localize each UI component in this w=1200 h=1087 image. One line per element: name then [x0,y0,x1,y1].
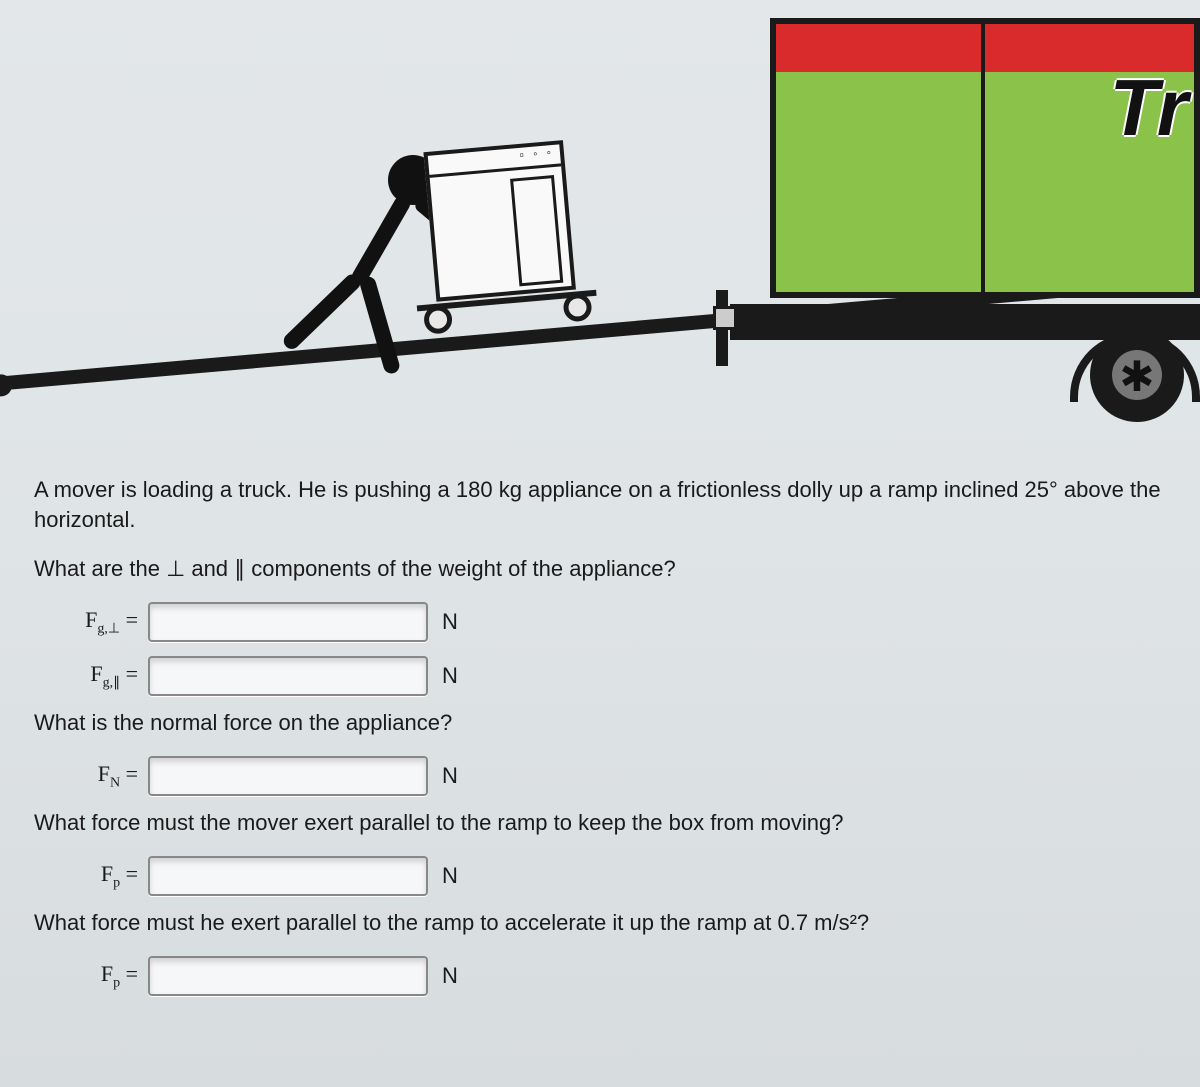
truck-body: Tr [770,18,1200,298]
truck-door-left [776,24,985,292]
mover-leg-back [281,271,364,352]
input-fp2[interactable] [148,956,428,996]
input-fn[interactable] [148,756,428,796]
input-fg-perp[interactable] [148,602,428,642]
input-fp1[interactable] [148,856,428,896]
question-2: What is the normal force on the applianc… [34,710,1166,736]
label-fp2: Fp = [80,961,138,991]
unit-fg-par: N [442,663,458,689]
truck-lift [716,290,728,366]
illustration: Tr ▫ ◦ ◦ [0,0,1200,460]
appliance-control-panel: ▫ ◦ ◦ [428,144,561,177]
field-fg-par: Fg,∥ = N [80,656,1166,696]
dolly-wheel-left [423,304,453,334]
input-fg-par[interactable] [148,656,428,696]
mover-leg-front [358,275,401,376]
field-fn: FN = N [80,756,1166,796]
label-fg-par: Fg,∥ = [80,661,138,691]
field-fp1: Fp = N [80,856,1166,896]
unit-fn: N [442,763,458,789]
unit-fp2: N [442,963,458,989]
label-fp1: Fp = [80,861,138,891]
appliance: ▫ ◦ ◦ [423,140,576,302]
question-1: What are the ⊥ and ∥ components of the w… [34,556,1166,582]
field-fp2: Fp = N [80,956,1166,996]
label-fn: FN = [80,761,138,791]
mover-torso [349,193,413,288]
truck-wheel [1090,328,1184,422]
truck-label: Tr [1109,62,1188,154]
dolly-wheel-right [562,292,592,322]
problem-intro: A mover is loading a truck. He is pushin… [34,475,1166,534]
label-fg-perp: Fg,⊥ = [80,607,138,637]
question-4: What force must he exert parallel to the… [34,910,1166,936]
problem-content: A mover is loading a truck. He is pushin… [34,475,1166,1010]
question-3: What force must the mover exert parallel… [34,810,1166,836]
truck: Tr [770,18,1200,428]
field-fg-perp: Fg,⊥ = N [80,602,1166,642]
unit-fg-perp: N [442,609,458,635]
physics-problem-page: Tr ▫ ◦ ◦ A mover is loading [0,0,1200,1087]
appliance-door [510,175,563,286]
appliance-on-dolly: ▫ ◦ ◦ [423,138,596,309]
unit-fp1: N [442,863,458,889]
